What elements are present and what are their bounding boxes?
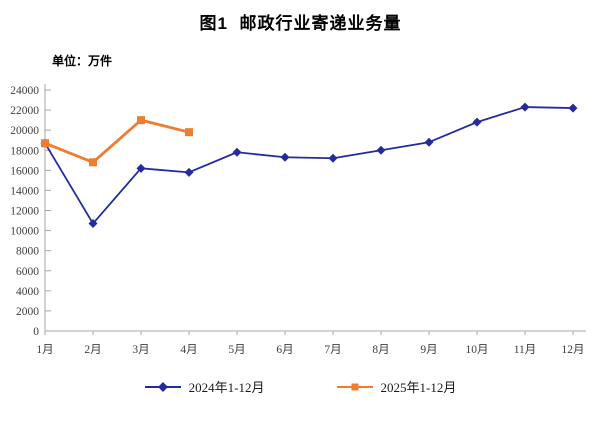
svg-text:12000: 12000 bbox=[10, 206, 39, 218]
data-point bbox=[41, 139, 49, 148]
chart-title: 图1 邮政行业寄递业务量 bbox=[199, 14, 402, 33]
diamond-marker-icon bbox=[144, 381, 181, 393]
data-point bbox=[520, 102, 530, 112]
svg-text:7月: 7月 bbox=[324, 344, 341, 356]
svg-text:10000: 10000 bbox=[10, 226, 39, 238]
x-axis-labels: 1月 2月 3月 4月 5月 6月 7月 8月 9月 10月 11月 12月 bbox=[36, 331, 585, 356]
data-point bbox=[185, 128, 193, 137]
svg-text:6000: 6000 bbox=[16, 266, 39, 278]
svg-text:16000: 16000 bbox=[10, 165, 39, 177]
svg-text:2000: 2000 bbox=[16, 306, 39, 318]
data-point bbox=[376, 145, 386, 155]
legend-item-2025: 2025年1-12月 bbox=[336, 377, 457, 396]
data-point bbox=[424, 137, 434, 147]
svg-text:24000: 24000 bbox=[10, 85, 39, 97]
legend-item-2024: 2024年1-12月 bbox=[144, 377, 265, 396]
data-point bbox=[136, 163, 146, 173]
svg-text:20000: 20000 bbox=[10, 125, 39, 137]
data-point bbox=[137, 116, 145, 125]
svg-text:4月: 4月 bbox=[180, 344, 197, 356]
svg-text:1月: 1月 bbox=[36, 344, 53, 356]
svg-text:2月: 2月 bbox=[84, 344, 101, 356]
legend-label-2024: 2024年1-12月 bbox=[188, 380, 265, 395]
data-point bbox=[88, 219, 98, 229]
series-2025年1-12月 bbox=[41, 116, 193, 167]
svg-text:18000: 18000 bbox=[10, 145, 39, 157]
unit-label: 单位：万件 bbox=[52, 54, 113, 68]
svg-text:6月: 6月 bbox=[276, 344, 293, 356]
svg-text:12月: 12月 bbox=[562, 344, 585, 356]
y-axis-labels: 0 2000 4000 6000 8000 10000 12000 14000 16000 180… bbox=[10, 85, 51, 338]
data-point bbox=[184, 167, 194, 177]
svg-text:9月: 9月 bbox=[420, 344, 437, 356]
svg-text:11月: 11月 bbox=[514, 344, 537, 356]
data-point bbox=[89, 158, 97, 167]
data-point bbox=[568, 103, 578, 113]
svg-text:0: 0 bbox=[33, 326, 39, 338]
legend-label-2025: 2025年1-12月 bbox=[380, 380, 457, 395]
data-point bbox=[328, 153, 338, 163]
svg-text:4000: 4000 bbox=[16, 286, 39, 298]
svg-text:22000: 22000 bbox=[10, 105, 39, 117]
data-point bbox=[472, 117, 482, 127]
legend: 2024年1-12月 2025年1-12月 bbox=[0, 377, 601, 396]
data-point bbox=[280, 152, 290, 162]
svg-text:14000: 14000 bbox=[10, 185, 39, 197]
svg-text:3月: 3月 bbox=[132, 344, 149, 356]
square-marker-icon bbox=[336, 381, 373, 393]
data-point bbox=[232, 147, 242, 157]
svg-text:5月: 5月 bbox=[228, 344, 245, 356]
axes: 0 2000 4000 6000 8000 10000 12000 14000 16000 180… bbox=[10, 84, 586, 356]
svg-text:8000: 8000 bbox=[16, 246, 39, 258]
svg-text:8月: 8月 bbox=[372, 344, 389, 356]
series-2024年1-12月 bbox=[40, 102, 578, 229]
svg-text:10月: 10月 bbox=[466, 344, 489, 356]
